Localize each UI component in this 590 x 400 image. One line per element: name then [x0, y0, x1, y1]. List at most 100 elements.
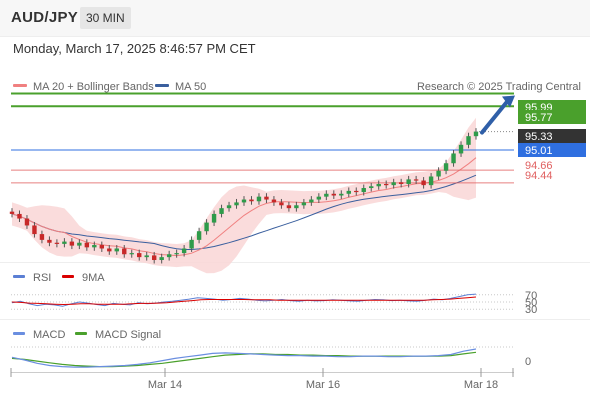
bollinger-band [12, 117, 476, 274]
candle-body [92, 245, 97, 248]
chart-datetime: Monday, March 17, 2025 8:46:57 PM CET [13, 41, 256, 56]
candle-body [122, 248, 127, 255]
candle-body [204, 222, 209, 232]
candle-body [264, 196, 269, 200]
candle-body [413, 179, 419, 181]
candle-body [62, 241, 67, 244]
candle-body [151, 255, 157, 261]
macd-panel: 0 [11, 346, 531, 368]
candle-body [256, 196, 262, 202]
candle-body [196, 231, 202, 240]
ma50-line [11, 174, 477, 250]
timeframe-badge[interactable]: 30 MIN [80, 7, 131, 29]
candle-body [69, 241, 75, 246]
candle-body [17, 213, 22, 219]
candle-body [9, 211, 15, 214]
candle-body [189, 239, 194, 249]
candle-body [241, 199, 247, 203]
candle-body [458, 144, 464, 154]
candle-body [279, 202, 284, 206]
candle-body [211, 213, 217, 223]
legend-swatch-rsi [13, 275, 25, 278]
candle-body [166, 254, 172, 258]
x-axis: Mar 14 Mar 16 Mar 18 [10, 368, 514, 391]
candle-body [451, 153, 456, 164]
candle-body [294, 205, 299, 209]
candle-body [107, 248, 112, 252]
candle-body [234, 202, 239, 206]
legend-label-ma50: MA 50 [175, 81, 206, 93]
candle-body [391, 182, 396, 186]
candle-body [286, 205, 292, 209]
candle-body [77, 242, 82, 246]
legend-swatch-macd-signal [75, 332, 87, 335]
price-label: 95.01 [525, 145, 553, 157]
legend-swatch-rsi-ma [62, 275, 74, 278]
price-label: 95.33 [525, 131, 553, 143]
candle-body [466, 136, 471, 145]
x-tick-label: Mar 14 [148, 379, 182, 391]
candle-body [144, 255, 149, 258]
projection [476, 95, 515, 135]
candle-body [331, 193, 337, 196]
legend-label-rsi-ma: 9MA [82, 272, 105, 284]
candle-body [443, 163, 449, 171]
candle-body [361, 188, 366, 193]
projection-arrow-line [480, 98, 510, 135]
candle-body [398, 182, 404, 184]
legend-swatch-ma50 [155, 84, 169, 87]
macd-line [11, 348, 477, 368]
candle-body [84, 242, 90, 248]
candle-body [181, 248, 187, 254]
candle-body [219, 208, 224, 214]
price-label: 94.44 [525, 170, 553, 182]
candle-body [428, 176, 434, 186]
candle-body [174, 253, 179, 255]
rsi-legend: RSI 9MA [13, 272, 105, 284]
macd-zero-label: 0 [525, 356, 531, 368]
legend-label-ma20: MA 20 + Bollinger Bands [33, 81, 154, 93]
candle-body [339, 193, 344, 196]
rsi-ma-line [11, 296, 477, 306]
price-label: 94.66 [525, 160, 553, 172]
candle-body [324, 193, 329, 197]
legend-swatch-ma20 [13, 84, 27, 87]
candle-body [354, 190, 359, 193]
chart-header: AUD/JPY 30 MIN [0, 0, 590, 37]
candle-body [406, 179, 411, 184]
symbol-title: AUD/JPY [11, 9, 79, 26]
ma20-line [11, 157, 477, 257]
candle-body [309, 199, 314, 203]
price-label-bg [518, 110, 586, 124]
rsi-level-label: 30 [525, 304, 537, 316]
price-label: 95.77 [525, 112, 553, 124]
price-label-bg [518, 129, 586, 143]
legend-label-macd-signal: MACD Signal [95, 329, 161, 341]
candle-body [226, 205, 232, 209]
candle-body [271, 199, 277, 203]
price-label-bg [518, 143, 586, 157]
candle-body [376, 183, 381, 187]
credit-text: Research © 2025 Trading Central [417, 81, 581, 93]
x-tick-label: Mar 18 [464, 379, 498, 391]
legend-label-macd: MACD [33, 329, 65, 341]
legend-swatch-macd [13, 332, 25, 335]
price-levels [11, 92, 514, 184]
main-legend: MA 20 + Bollinger Bands MA 50 [13, 81, 206, 93]
candle-body [369, 186, 374, 189]
rsi-level-label: 50 [525, 297, 537, 309]
candle-body [24, 218, 30, 226]
macd-legend: MACD MACD Signal [13, 329, 161, 341]
macd-signal-line [11, 351, 477, 368]
candle-body [39, 234, 45, 240]
candles [9, 128, 479, 264]
candle-body [54, 242, 60, 244]
candle-body [346, 190, 351, 194]
legend-label-rsi: RSI [33, 272, 51, 284]
candle-body [137, 253, 142, 258]
projection-arrow-head [502, 95, 515, 108]
x-tick-label: Mar 16 [306, 379, 340, 391]
